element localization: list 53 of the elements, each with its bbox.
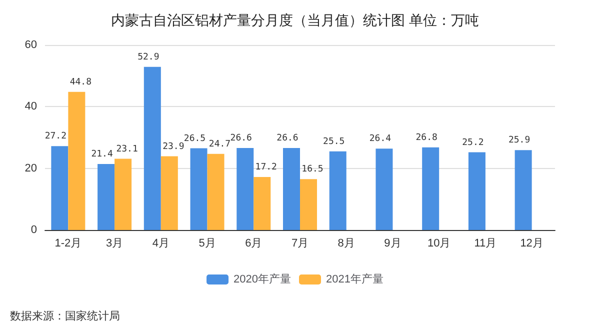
data-label: 26.4 — [369, 134, 392, 144]
data-label: 25.5 — [323, 136, 345, 147]
x-tick-label: 7月 — [291, 238, 309, 250]
x-tick-label: 9月 — [384, 238, 402, 250]
x-tick-label: 4月 — [152, 238, 170, 250]
chart-title: 内蒙古自治区铝材产量分月度（当月值）统计图 单位：万吨 — [111, 12, 479, 28]
bar — [468, 152, 486, 230]
data-label: 16.5 — [302, 164, 324, 175]
bar — [300, 179, 317, 230]
bar — [51, 146, 68, 230]
bar — [376, 148, 393, 230]
data-label: 23.9 — [162, 142, 184, 152]
bar — [422, 147, 440, 230]
data-label: 27.2 — [44, 132, 67, 142]
bar — [190, 148, 208, 230]
y-tick-label: 60 — [24, 39, 37, 51]
data-label: 52.9 — [138, 52, 160, 62]
bar — [283, 148, 300, 230]
x-tick-label: 10月 — [427, 238, 451, 250]
bar — [514, 150, 532, 230]
bar — [98, 164, 115, 230]
y-tick-label: 20 — [24, 162, 37, 174]
data-label: 44.8 — [70, 77, 92, 88]
data-label: 25.9 — [508, 136, 530, 146]
data-label: 26.6 — [276, 133, 298, 144]
data-label: 26.5 — [184, 134, 206, 144]
bar — [207, 154, 224, 230]
x-tick-label: 8月 — [338, 238, 355, 250]
data-label: 25.2 — [462, 138, 484, 148]
bar — [236, 148, 254, 230]
x-tick-label: 3月 — [106, 238, 124, 250]
bar — [68, 92, 86, 230]
y-tick-label: 40 — [24, 100, 37, 113]
x-tick-label: 6月 — [245, 238, 262, 250]
bar — [114, 158, 132, 230]
data-label: 23.1 — [116, 144, 138, 154]
data-label: 26.8 — [416, 132, 438, 143]
data-label: 17.2 — [255, 162, 277, 172]
legend-label: 2020年产量 — [234, 272, 292, 286]
x-tick-label: 5月 — [198, 238, 216, 250]
data-label: 24.7 — [208, 139, 231, 150]
y-tick-label: 0 — [30, 224, 37, 236]
x-tick-label: 1-2月 — [54, 238, 82, 250]
data-label: 21.4 — [91, 150, 113, 160]
bar — [329, 151, 346, 230]
legend-label: 2021年产量 — [326, 272, 384, 286]
bar — [144, 66, 161, 230]
source-note: 数据来源：国家统计局 — [10, 310, 120, 322]
bar — [254, 176, 271, 230]
x-tick-label: 12月 — [520, 238, 544, 250]
data-label: 26.6 — [230, 133, 252, 144]
bar — [160, 156, 178, 230]
x-tick-label: 11月 — [474, 238, 497, 250]
